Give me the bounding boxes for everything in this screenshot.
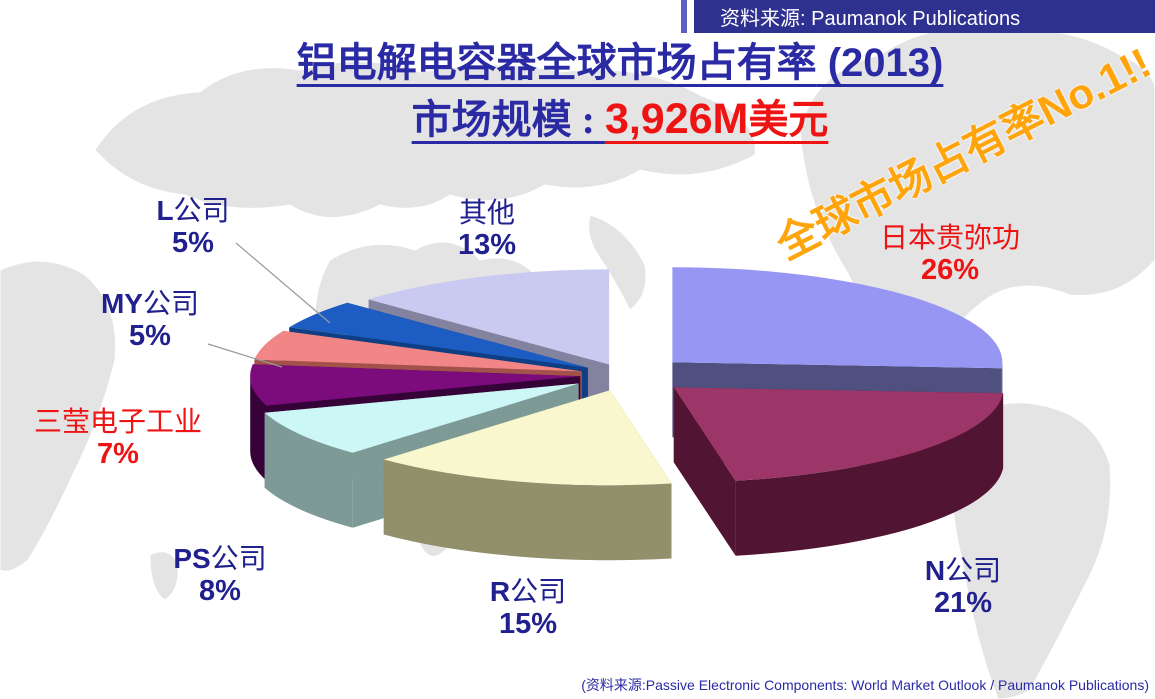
footer-source: (资料来源:Passive Electronic Components: Wor… bbox=[581, 677, 1149, 693]
slice-rim bbox=[250, 376, 267, 481]
slice-wall bbox=[673, 387, 736, 556]
slice-top bbox=[289, 302, 588, 368]
slice-label-percent: 26% bbox=[920, 254, 980, 287]
header-source-bar: 资料来源: Paumanok Publications bbox=[694, 0, 1155, 33]
slice-label-name: PS公司 bbox=[173, 543, 267, 575]
slice-label-percent: 8% bbox=[199, 575, 241, 608]
market-size-label: 市场规模 : bbox=[411, 97, 605, 142]
slice-top bbox=[264, 383, 579, 453]
title-year: (2013) bbox=[816, 41, 944, 85]
slice-label-N公司: N公司 21% bbox=[843, 555, 1083, 620]
title-main-text: 铝电解电容器全球市场占有率 bbox=[296, 40, 817, 85]
slice-top bbox=[673, 387, 1004, 481]
market-size-unit: 美元 bbox=[748, 97, 829, 142]
slice-label-name: 其他 bbox=[458, 198, 515, 229]
slice-label-percent: 15% bbox=[498, 608, 558, 641]
slice-top bbox=[672, 267, 1003, 369]
pie-slice-R公司 bbox=[383, 390, 672, 561]
slice-label-日本贵弥功: 日本贵弥功 26% bbox=[830, 222, 1070, 287]
slice-top bbox=[250, 364, 581, 406]
leader-line-0 bbox=[235, 242, 331, 324]
chart-title-block: 铝电解电容器全球市场占有率 (2013) 市场规模 : 3,926M美元 bbox=[85, 40, 1155, 144]
slice-rim bbox=[264, 412, 353, 528]
continent-eurasia bbox=[94, 61, 756, 218]
slice-label-percent: 5% bbox=[129, 320, 171, 353]
slice-label-percent: 13% bbox=[457, 229, 517, 262]
slice-label-三莹电子工业: 三莹电子工业 7% bbox=[0, 406, 238, 471]
slice-top bbox=[383, 390, 672, 486]
slice-label-percent: 5% bbox=[172, 227, 214, 260]
island-madagascar bbox=[149, 551, 179, 601]
slice-label-name: L公司 bbox=[156, 195, 230, 227]
title-line-1: 铝电解电容器全球市场占有率 (2013) bbox=[85, 40, 1155, 86]
slice-label-MY公司: MY公司 5% bbox=[30, 288, 270, 353]
continent-africa-left bbox=[0, 260, 117, 572]
slice-label-R公司: R公司 15% bbox=[408, 576, 648, 641]
slice-label-name: MY公司 bbox=[100, 288, 199, 320]
slice-rim bbox=[735, 393, 1004, 556]
title-line-2: 市场规模 : 3,926M美元 bbox=[85, 95, 1155, 144]
slice-top bbox=[254, 330, 582, 372]
leader-line-1 bbox=[207, 343, 283, 368]
pie-slice-N公司 bbox=[673, 387, 1004, 556]
slice-label-L公司: L公司 5% bbox=[73, 195, 313, 260]
slice-top bbox=[368, 269, 610, 365]
slice-label-PS公司: PS公司 8% bbox=[100, 543, 340, 608]
continent-east-asia bbox=[588, 214, 647, 311]
market-size-value: 3,926M bbox=[604, 95, 749, 143]
slice-label-name: 日本贵弥功 bbox=[879, 223, 1020, 254]
slice-label-percent: 7% bbox=[97, 438, 139, 471]
header-accent-stripe bbox=[681, 0, 687, 33]
slice-label-其他: 其他 13% bbox=[367, 197, 607, 262]
slice-label-name: 三莹电子工业 bbox=[33, 407, 202, 438]
slice-label-name: R公司 bbox=[489, 576, 567, 608]
slice-rim bbox=[383, 459, 672, 561]
slice-label-percent: 21% bbox=[933, 587, 993, 620]
header-source-label: 资料来源: Paumanok Publications bbox=[720, 8, 1021, 30]
slice-label-name: N公司 bbox=[924, 555, 1002, 587]
